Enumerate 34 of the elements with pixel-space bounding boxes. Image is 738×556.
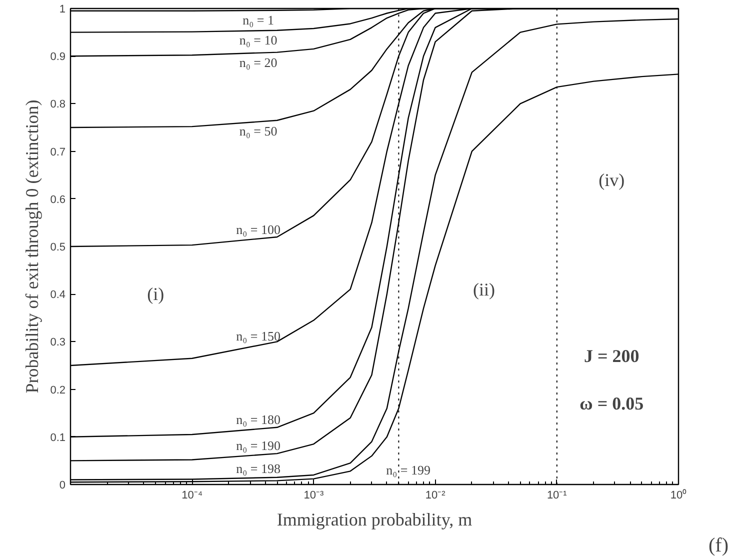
annotation: (ii): [472, 279, 495, 300]
series-label: n₀ = 150: [236, 328, 280, 344]
y-tick-label: 0.9: [50, 51, 66, 64]
series-label: n₀ = 199: [386, 462, 431, 478]
x-tick-label: 10⁻²: [425, 490, 446, 502]
y-tick-label: 0.5: [50, 242, 66, 254]
annotation: (iv): [598, 170, 625, 190]
series-label: n₀ = 1: [242, 12, 274, 28]
y-tick-label: 0.8: [50, 98, 66, 111]
y-tick-label: 0.2: [50, 384, 66, 396]
annotation: (i): [147, 284, 164, 304]
text: (f): [708, 534, 729, 556]
y-tick-label: 0.7: [50, 146, 66, 158]
y-tick-label: 1: [59, 4, 66, 16]
x-tick-label: 10⁰: [670, 488, 687, 502]
series-label: n₀ = 198: [236, 460, 280, 476]
annotation: J = 200: [584, 346, 640, 366]
y-axis-title: Probability of exit through 0 (extinction): [22, 100, 42, 394]
x-axis-title: Immigration probability, m: [276, 510, 472, 530]
x-tick-label: 10⁻³: [304, 490, 324, 502]
annotation: ω = 0.05: [580, 394, 644, 414]
y-tick-label: 0.3: [50, 336, 66, 349]
x-tick-label: 10⁻¹: [546, 490, 568, 502]
series-label: n₀ = 20: [239, 54, 278, 70]
series-label: n₀ = 50: [239, 124, 278, 139]
y-tick-label: 0.4: [50, 289, 66, 302]
series-label: n₀ = 100: [236, 222, 280, 237]
y-tick-label: 0.1: [50, 432, 66, 444]
y-tick-label: 0: [59, 480, 66, 492]
x-tick-label: 10⁻⁴: [182, 490, 203, 502]
series-label: n₀ = 10: [239, 32, 278, 48]
y-tick-label: 0.6: [50, 194, 66, 206]
series-label: n₀ = 180: [236, 412, 280, 428]
series-label: n₀ = 190: [236, 438, 280, 454]
